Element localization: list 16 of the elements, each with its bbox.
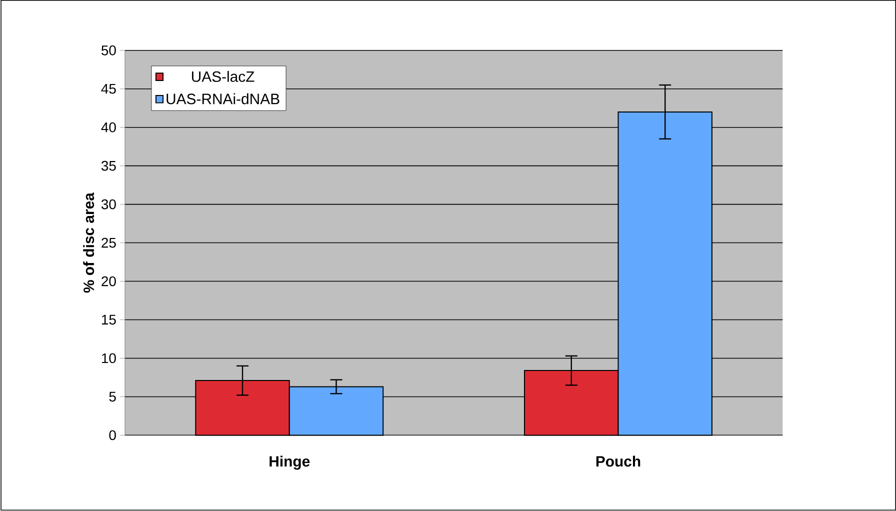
y-tick-label: 15: [102, 314, 116, 325]
y-tick-label: 40: [101, 122, 116, 132]
y-tick-label: 0: [109, 430, 116, 440]
y-tick-label: 10: [102, 353, 116, 364]
y-tick-label: 35: [101, 160, 116, 171]
y-tick-label: 25: [102, 238, 116, 248]
y-tick-label: 20: [102, 276, 116, 286]
x-tick-label: Pouch: [596, 456, 640, 467]
legend-label: UAS-lacZ: [192, 70, 254, 82]
y-tick-label: 5: [109, 392, 116, 402]
y-axis-title: % of disc area: [83, 192, 94, 293]
y-tick-label: 30: [101, 199, 116, 210]
legend-label: UAS-RNAi-dNAB: [166, 93, 280, 104]
y-tick-label: 50: [101, 45, 116, 56]
y-tick-label: 45: [101, 84, 116, 94]
x-tick-label: Hinge: [270, 456, 310, 470]
